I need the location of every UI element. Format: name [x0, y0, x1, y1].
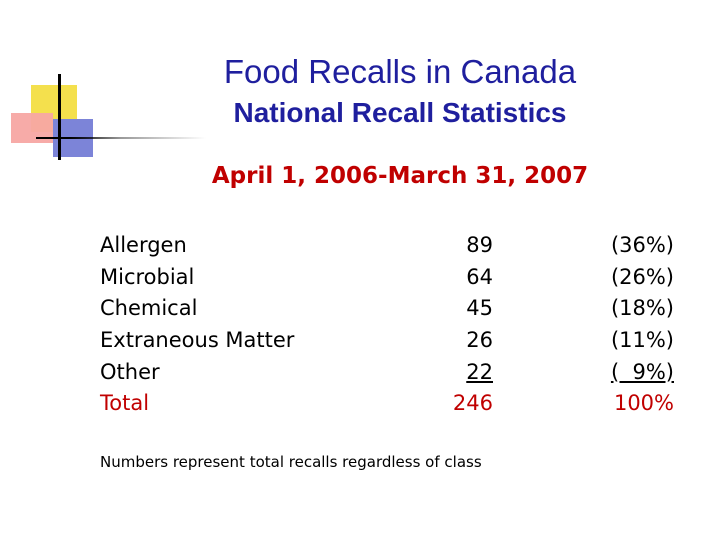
total-count: 246 [452, 391, 493, 415]
category-label: Chemical [100, 296, 198, 320]
footnote: Numbers represent total recalls regardle… [100, 453, 482, 471]
recall-count: 26 [466, 328, 493, 352]
recall-percent: (26%) [610, 265, 674, 289]
recall-count: 64 [466, 265, 493, 289]
date-range: April 1, 2006-March 31, 2007 [211, 163, 589, 189]
stat-row-allergen: Allergen 89 (36%) [100, 233, 680, 265]
stat-row-total: Total 246 100% [100, 391, 680, 423]
decor-horizontal-line [36, 137, 206, 139]
category-label: Microbial [100, 265, 195, 289]
recall-percent: (18%) [610, 296, 674, 320]
recall-count: 89 [466, 233, 493, 257]
decor-vertical-line [58, 74, 61, 160]
recall-count: 45 [466, 296, 493, 320]
category-label: Other [100, 360, 160, 384]
recall-count: 22 [466, 360, 493, 384]
recall-percent: ( 9%) [610, 360, 674, 384]
recall-percent: (36%) [610, 233, 674, 257]
category-label: Allergen [100, 233, 187, 257]
stat-row-chemical: Chemical 45 (18%) [100, 296, 680, 328]
stat-row-extraneous-matter: Extraneous Matter 26 (11%) [100, 328, 680, 360]
total-percent: 100% [613, 391, 674, 415]
category-label: Extraneous Matter [100, 328, 295, 352]
stat-row-microbial: Microbial 64 (26%) [100, 265, 680, 297]
total-label: Total [100, 391, 150, 415]
slide-subtitle: National Recall Statistics [233, 97, 567, 128]
stat-row-other: Other 22 ( 9%) [100, 360, 680, 392]
recall-percent: (11%) [610, 328, 674, 352]
slide-title: Food Recalls in Canada [223, 53, 577, 90]
